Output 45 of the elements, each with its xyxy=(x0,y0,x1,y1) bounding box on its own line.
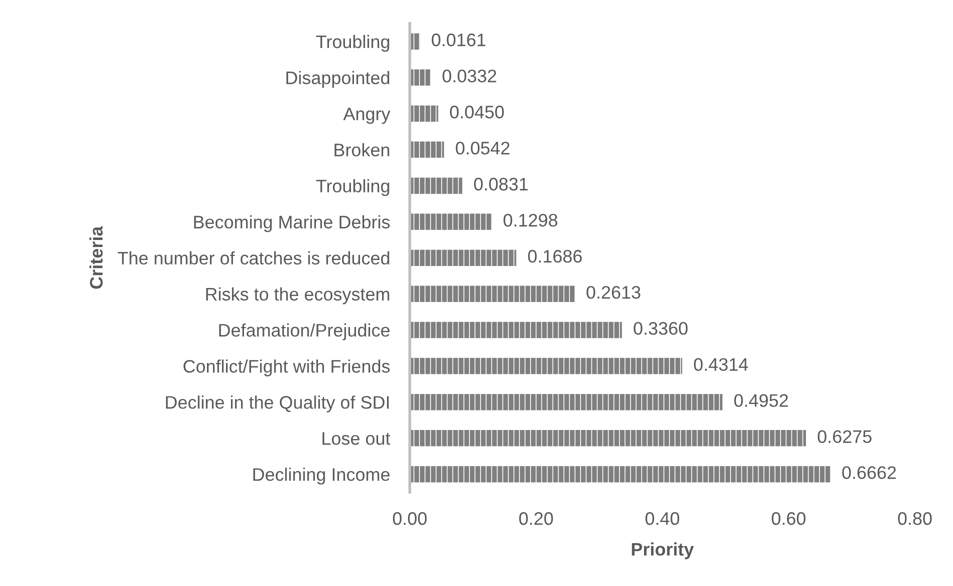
bar xyxy=(410,358,682,374)
data-label: 0.0332 xyxy=(442,70,496,82)
bar xyxy=(410,69,431,86)
bar xyxy=(410,105,438,122)
x-tick-label: 0.20 xyxy=(519,512,553,525)
x-tick-label: 0.60 xyxy=(772,512,806,525)
data-label: 0.3360 xyxy=(634,322,688,335)
y-tick-label: Lose out xyxy=(322,432,390,445)
y-tick-label: Troubling xyxy=(316,179,390,196)
bar xyxy=(410,250,516,266)
bar xyxy=(410,394,722,410)
x-tick-label: 0.00 xyxy=(392,512,427,525)
y-tick-label: Declining Income xyxy=(253,468,390,484)
bar xyxy=(410,214,492,230)
bar xyxy=(410,430,806,446)
y-tick-label: Disappointed xyxy=(286,70,390,88)
y-tick-label: The number of catches is reduced xyxy=(118,251,390,265)
y-tick-label: Decline in the Quality of SDI xyxy=(166,396,389,412)
y-tick-label: Conflict/Fight with Friends xyxy=(184,359,390,376)
x-tick-label: 0.80 xyxy=(898,512,932,525)
data-label: 0.2613 xyxy=(586,286,640,299)
y-tick-label: Angry xyxy=(343,108,390,124)
data-label: 0.0450 xyxy=(450,106,504,118)
data-label: 0.6275 xyxy=(818,430,872,443)
y-axis-title: Criteria xyxy=(89,226,103,289)
x-axis-title: Priority xyxy=(632,542,694,560)
y-tick-label: Defamation/Prejudice xyxy=(219,323,390,340)
bar xyxy=(410,178,462,194)
data-label: 0.4952 xyxy=(734,394,788,407)
y-tick-label: Broken xyxy=(334,143,390,156)
y-tick-label: Becoming Marine Debris xyxy=(194,215,390,232)
data-label: 0.1298 xyxy=(504,214,558,227)
data-label: 0.0161 xyxy=(432,34,486,46)
data-label: 0.6662 xyxy=(842,466,896,480)
data-label: 0.0831 xyxy=(474,178,528,191)
y-tick-label: Risks to the ecosystem xyxy=(206,287,390,304)
x-tick-label: 0.40 xyxy=(645,512,680,525)
bar xyxy=(410,322,622,338)
data-label: 0.0542 xyxy=(456,142,510,154)
y-tick-label: Troubling xyxy=(316,34,390,52)
bar xyxy=(410,142,444,158)
bar xyxy=(410,286,575,302)
data-label: 0.4314 xyxy=(694,358,748,371)
bar xyxy=(410,466,830,482)
data-label: 0.1686 xyxy=(528,250,582,263)
